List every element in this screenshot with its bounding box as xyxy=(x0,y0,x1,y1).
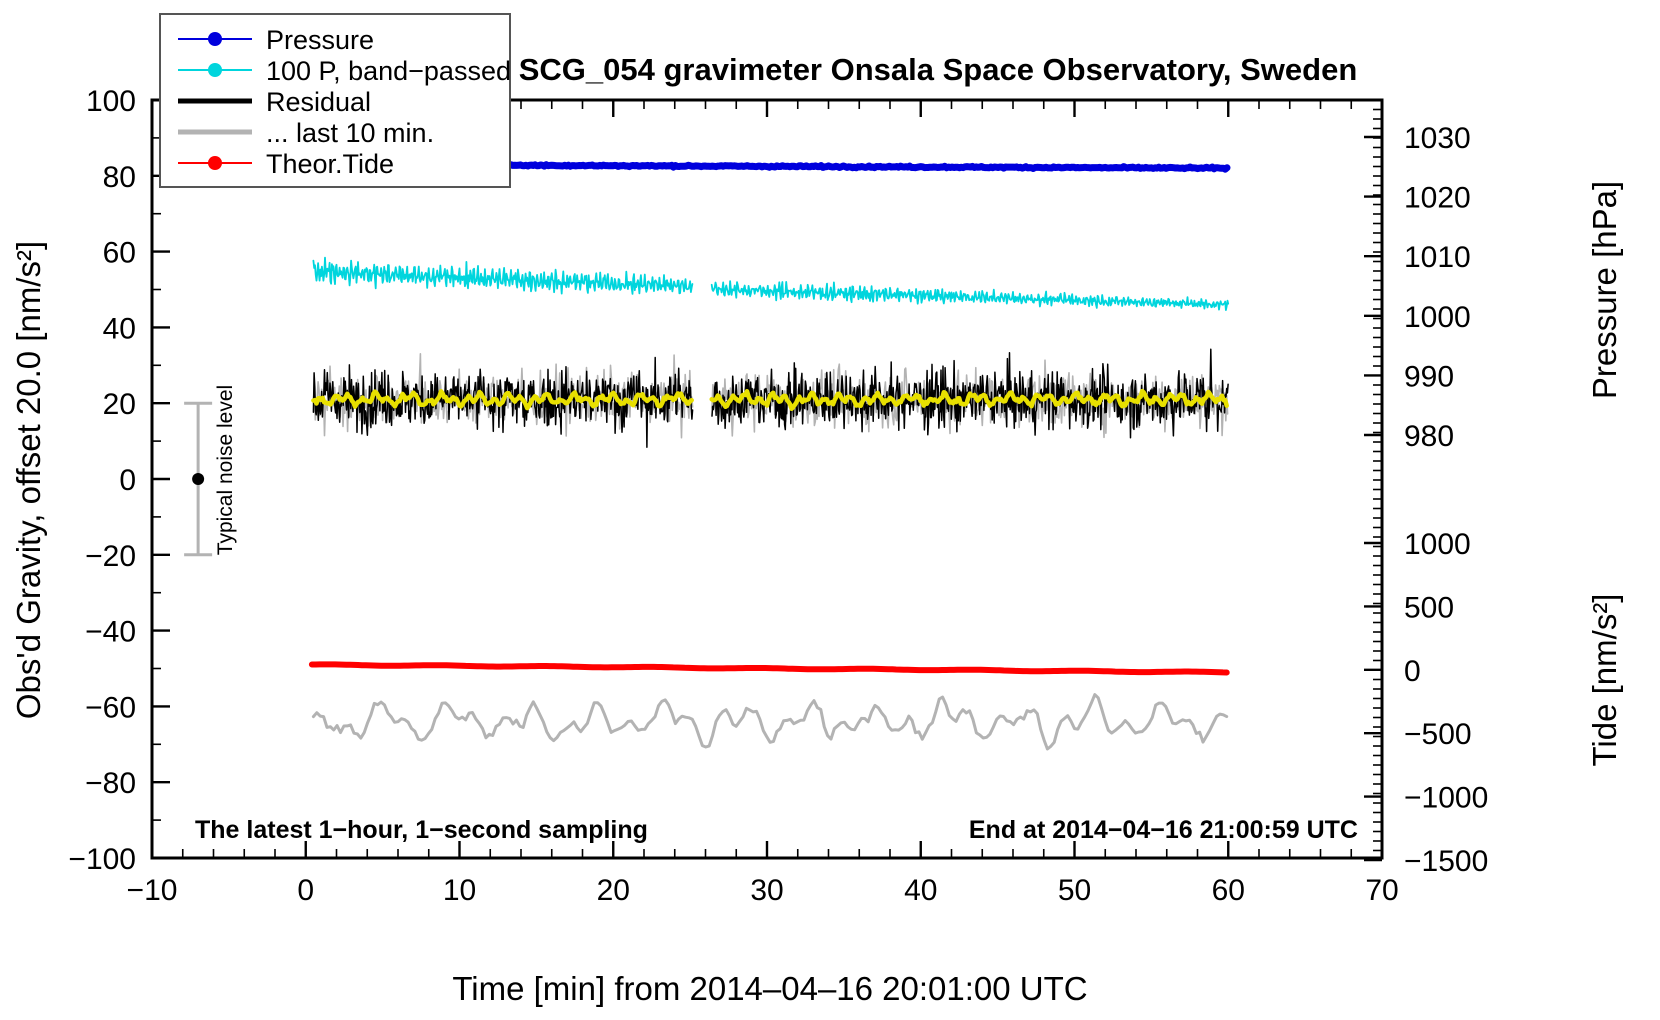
y-right-tide-label: Tide [nm/s²] xyxy=(1586,594,1623,767)
x-tick-label: 60 xyxy=(1212,874,1245,907)
y-right-tide-tick-label: 0 xyxy=(1404,655,1421,688)
y-right-tide-tick-label: −1000 xyxy=(1404,782,1488,815)
footer-left-note: The latest 1−hour, 1−second sampling xyxy=(195,816,648,844)
trace-residual xyxy=(312,356,694,449)
trace-band-passed xyxy=(312,256,694,295)
y-left-tick-label: −40 xyxy=(85,616,136,649)
x-axis-label: Time [min] from 2014–04–16 20:01:00 UTC xyxy=(452,970,1087,1007)
legend-item-label: 100 P, band−passed xyxy=(266,56,511,86)
y-left-tick-label: 80 xyxy=(103,161,136,194)
footer-right-note: End at 2014−04−16 21:00:59 UTC xyxy=(969,816,1358,844)
noise-level-errorbar xyxy=(184,401,213,557)
y-left-axis-label: Obs'd Gravity, offset 20.0 [nm/s²] xyxy=(10,241,47,719)
y-right-tide-tick-label: 500 xyxy=(1404,591,1454,624)
x-tick-label: 0 xyxy=(297,874,314,907)
x-tick-label: 40 xyxy=(904,874,937,907)
y-left-tick-label: 20 xyxy=(103,388,136,421)
y-right-axis-ticks: 1030 1020 1010 1000 990 980 1000 500 0 −500 −1000 −… xyxy=(1364,99,1488,878)
legend-item-label: Theor.Tide xyxy=(266,149,394,179)
legend-item-label: ... last 10 min. xyxy=(266,118,434,148)
trace-smoothed-residual xyxy=(311,389,694,411)
y-left-tick-label: 60 xyxy=(103,237,136,270)
y-left-tick-label: −100 xyxy=(68,843,136,876)
trace-last-10-min-lower xyxy=(311,693,1229,751)
x-tick-label: 70 xyxy=(1365,874,1398,907)
legend-item[interactable]: 100 P, band−passed xyxy=(178,56,511,86)
y-left-tick-label: −60 xyxy=(85,691,136,724)
y-left-tick-label: −80 xyxy=(85,767,136,800)
y-right-pressure-tick-label: 1000 xyxy=(1404,301,1471,334)
y-right-tide-tick-label: −500 xyxy=(1404,718,1472,751)
y-left-tick-label: 0 xyxy=(119,464,136,497)
x-tick-label: 20 xyxy=(597,874,630,907)
y-left-tick-label: 100 xyxy=(86,85,136,118)
legend-item[interactable]: Pressure xyxy=(178,25,374,55)
y-right-tide-tick-label: 1000 xyxy=(1404,528,1471,561)
legend-swatch-marker xyxy=(208,32,222,46)
legend-item[interactable]: Residual xyxy=(178,87,371,117)
x-axis-ticks: −10 0 10 20 30 40 50 60 70 xyxy=(127,100,1399,907)
noise-level-label: Typical noise level xyxy=(214,385,237,555)
trace-smoothed-residual xyxy=(709,388,1229,412)
legend-swatch-marker xyxy=(208,63,222,77)
legend-swatch-marker xyxy=(208,156,222,170)
y-right-pressure-tick-label: 980 xyxy=(1404,420,1454,453)
y-left-tick-label: 40 xyxy=(103,312,136,345)
y-left-axis-ticks: 100 80 60 40 20 0 −20 −40 −60 −80 −100 xyxy=(68,85,170,876)
legend-item[interactable]: ... last 10 min. xyxy=(178,118,434,148)
y-right-pressure-label: Pressure [hPa] xyxy=(1586,181,1623,399)
page-title: SCG_054 gravimeter Onsala Space Observat… xyxy=(519,52,1358,87)
legend-item-label: Residual xyxy=(266,87,371,117)
errorbar-center-dot xyxy=(192,473,205,485)
trace-band-passed xyxy=(710,280,1230,311)
x-tick-label: 50 xyxy=(1058,874,1091,907)
y-left-tick-label: −20 xyxy=(85,540,136,573)
x-tick-label: 30 xyxy=(750,874,783,907)
y-right-tide-tick-label: −1500 xyxy=(1404,845,1488,878)
trace-theor-tide xyxy=(308,661,1230,676)
x-tick-label: −10 xyxy=(127,874,178,907)
y-right-pressure-tick-label: 990 xyxy=(1404,360,1454,393)
y-right-pressure-tick-label: 1020 xyxy=(1404,182,1471,215)
y-right-pressure-tick-label: 1010 xyxy=(1404,241,1471,274)
x-tick-label: 10 xyxy=(443,874,476,907)
y-right-pressure-tick-label: 1030 xyxy=(1404,122,1471,155)
legend-item[interactable]: Theor.Tide xyxy=(178,149,394,179)
legend-item-label: Pressure xyxy=(266,25,374,55)
